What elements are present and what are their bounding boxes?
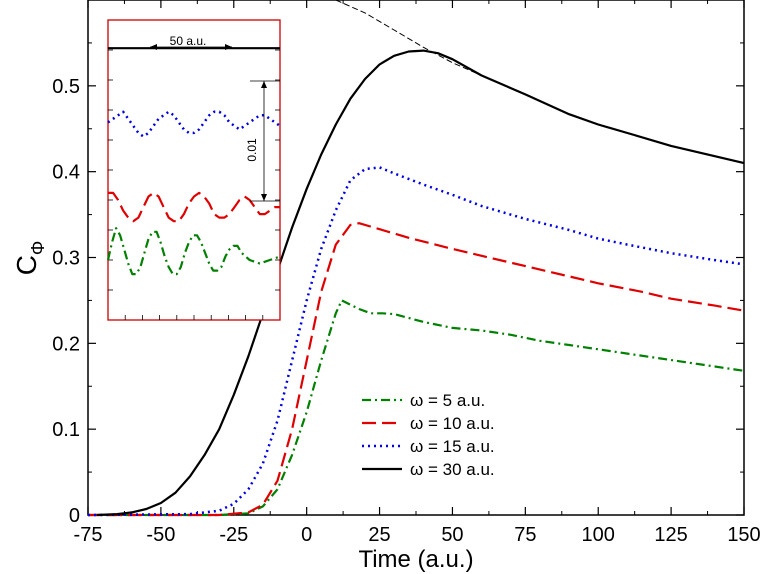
x-tick-label: -25 [219, 524, 248, 546]
y-tick-label: 0.1 [52, 419, 80, 441]
x-tick-label: 25 [368, 524, 390, 546]
y-axis-title-subscript: Φ [28, 241, 48, 255]
asymptote-line [335, 0, 745, 164]
legend-label: ω = 5 a.u. [410, 391, 485, 410]
inset-y-scale-bar: 0.01 [245, 80, 280, 202]
y-tick-label: 0.3 [52, 248, 80, 270]
inset-series-line-1 [107, 110, 281, 138]
y-axis-title: CΦ [11, 241, 48, 276]
x-tick-label: -75 [74, 524, 103, 546]
inset-series-group [106, 47, 281, 276]
series-line-10-a-u [88, 222, 745, 517]
x-tick-label: 100 [582, 524, 615, 546]
legend-label: ω = 30 a.u. [410, 460, 495, 479]
inset-x-scale-bar: 50 a.u. [150, 34, 232, 50]
main-series-group [87, 0, 745, 517]
x-tick-label: -50 [146, 524, 175, 546]
legend: ω = 5 a.u. ω = 10 a.u. ω = 15 a.u. ω = 30 a… [362, 391, 495, 479]
x-axis-title: Time (a.u.) [358, 546, 473, 573]
y-tick-label: 0.2 [52, 333, 80, 355]
x-tick-label: 0 [301, 524, 312, 546]
svg-text:CΦ: CΦ [11, 241, 48, 276]
y-tick-label: 0 [69, 505, 80, 527]
legend-label: ω = 15 a.u. [410, 437, 495, 456]
inset-series-line-2 [108, 191, 280, 223]
y-axis-title-main: C [11, 255, 42, 275]
x-tick-label: 75 [514, 524, 536, 546]
y-tick-label: 0.4 [52, 162, 80, 184]
series-line-15-a-u [87, 166, 745, 517]
inset-x-scale-label: 50 a.u. [170, 34, 207, 48]
x-tick-label: 125 [654, 524, 687, 546]
y-tick-label: 0.5 [52, 76, 80, 98]
inset-y-scale-label: 0.01 [245, 138, 259, 162]
series-line-5-a-u [88, 299, 745, 517]
inset-series-line-3 [106, 227, 281, 276]
y-axis: 0 0.1 0.2 0.3 0.4 0.5 [52, 42, 744, 527]
inset-ticks [108, 49, 280, 320]
inset-frame [107, 19, 281, 321]
legend-label: ω = 10 a.u. [410, 414, 495, 433]
x-tick-label: 50 [441, 524, 463, 546]
x-tick-label: 150 [727, 524, 760, 546]
